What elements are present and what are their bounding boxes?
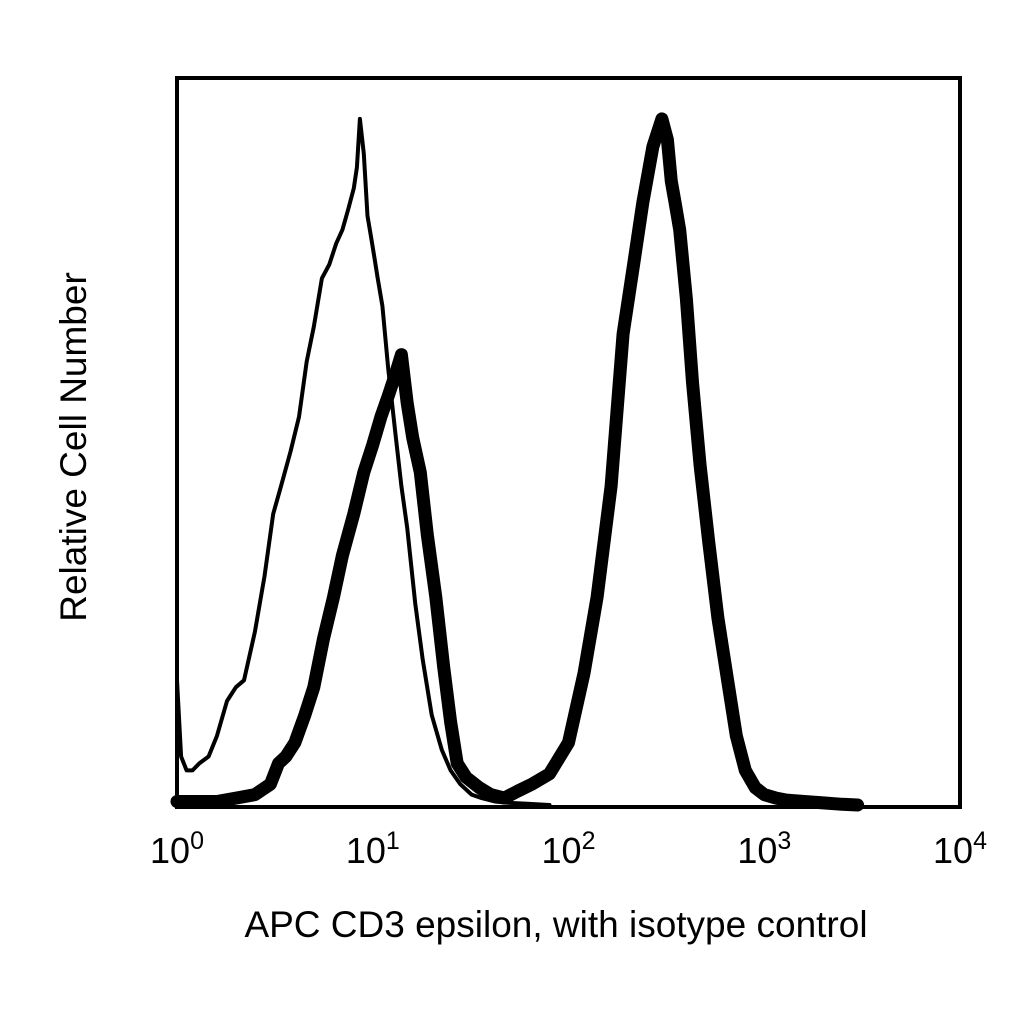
histogram-series-2 [170, 112, 865, 812]
x-tick-label-1: 101 [346, 827, 400, 871]
histogram-series-1 [175, 116, 552, 807]
x-tick-labels: 100 101 102 103 104 [150, 827, 987, 871]
x-tick-label-0: 100 [150, 827, 204, 871]
plot-frame [175, 76, 962, 809]
x-tick-label-2: 102 [542, 827, 596, 871]
x-tick-label-3: 103 [737, 827, 791, 871]
y-axis-label: Relative Cell Number [53, 272, 94, 622]
series-layer [170, 112, 865, 812]
x-tick-label-4: 104 [933, 827, 987, 871]
x-axis-label: APC CD3 epsilon, with isotype control [244, 904, 867, 945]
